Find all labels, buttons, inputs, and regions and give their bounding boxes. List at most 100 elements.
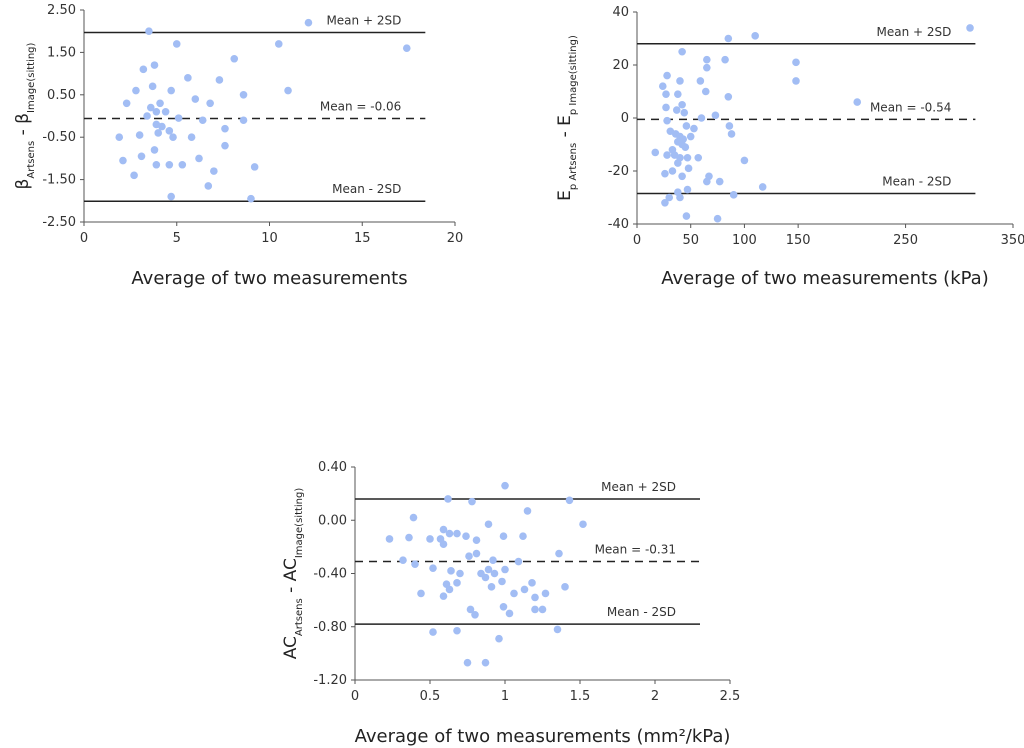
data-point xyxy=(674,90,682,98)
data-point xyxy=(724,93,733,101)
data-point xyxy=(662,103,670,112)
x-tick-label: 150 xyxy=(786,233,811,248)
data-point xyxy=(523,507,532,515)
data-point xyxy=(154,129,162,137)
data-point xyxy=(651,148,660,157)
data-point xyxy=(701,87,710,96)
data-point xyxy=(684,164,693,173)
data-point xyxy=(553,625,562,634)
y-tick-label: -2.50 xyxy=(42,215,76,230)
y-tick-label: -0.80 xyxy=(313,620,347,635)
data-point xyxy=(143,112,151,120)
data-point xyxy=(792,77,800,85)
data-point xyxy=(429,564,437,572)
data-point xyxy=(555,549,563,558)
data-point xyxy=(187,133,196,141)
data-point xyxy=(703,63,711,72)
data-point xyxy=(678,100,686,109)
data-point xyxy=(472,549,481,558)
data-point xyxy=(198,116,207,125)
data-point xyxy=(230,54,239,63)
data-point xyxy=(674,159,682,167)
x-axis-label: Average of two measurements xyxy=(131,268,407,289)
data-point xyxy=(665,193,674,202)
data-point xyxy=(139,65,148,74)
data-point xyxy=(471,610,479,619)
data-point xyxy=(148,82,157,91)
data-point xyxy=(167,192,175,201)
data-point xyxy=(385,535,394,543)
line-annotation: Mean + 2SD xyxy=(326,13,401,27)
data-point xyxy=(514,557,523,566)
data-point xyxy=(445,585,454,594)
data-point xyxy=(658,82,667,90)
x-tick-label: 350 xyxy=(1001,233,1024,248)
data-point xyxy=(453,626,461,635)
data-point xyxy=(711,111,720,120)
data-point xyxy=(239,91,248,99)
data-point xyxy=(724,34,733,43)
x-tick-label: 100 xyxy=(732,233,757,248)
data-point xyxy=(456,569,464,578)
data-point xyxy=(150,146,159,154)
data-point xyxy=(499,532,508,541)
data-point xyxy=(445,529,454,538)
data-point xyxy=(538,605,547,614)
data-point xyxy=(520,585,529,594)
data-point xyxy=(195,154,203,163)
data-point xyxy=(758,183,767,191)
data-point xyxy=(463,658,472,667)
data-point xyxy=(405,533,413,542)
y-tick-label: -1.50 xyxy=(42,173,76,188)
data-point xyxy=(145,27,153,35)
x-tick-label: 2 xyxy=(651,689,659,704)
data-point xyxy=(439,540,448,549)
data-point xyxy=(490,569,499,578)
line-annotation: Mean - 2SD xyxy=(332,182,401,196)
data-point xyxy=(792,58,800,67)
data-point xyxy=(703,55,711,64)
data-point xyxy=(501,565,509,574)
data-point xyxy=(686,132,695,141)
data-point xyxy=(676,77,684,85)
data-point xyxy=(678,47,686,56)
data-point xyxy=(115,133,124,141)
x-tick-label: 20 xyxy=(447,231,464,246)
data-point xyxy=(481,658,490,667)
data-point xyxy=(484,565,493,574)
data-point xyxy=(561,583,569,591)
data-point xyxy=(465,552,473,560)
y-tick-label: 0.00 xyxy=(318,513,347,528)
data-point xyxy=(663,151,671,159)
data-point xyxy=(662,90,670,98)
data-point xyxy=(191,95,200,103)
y-tick-label: 0 xyxy=(621,111,629,126)
y-tick-label: 0.40 xyxy=(318,460,347,475)
data-point xyxy=(682,122,691,130)
x-axis-label: Average of two measurements (mm²/kPa) xyxy=(355,726,731,747)
data-point xyxy=(510,589,518,598)
x-tick-label: 250 xyxy=(893,233,918,248)
x-tick-label: 0 xyxy=(633,233,641,248)
line-annotation: Mean + 2SD xyxy=(601,480,676,494)
data-point xyxy=(668,167,677,175)
data-point xyxy=(453,579,461,587)
data-point xyxy=(156,99,164,108)
data-point xyxy=(426,535,434,543)
x-tick-label: 0 xyxy=(351,689,359,704)
data-point xyxy=(468,497,476,506)
y-axis-label: βArtsens - βImage(sitting) xyxy=(13,42,37,189)
data-point xyxy=(472,536,481,545)
data-point xyxy=(137,152,146,161)
x-tick-label: 15 xyxy=(354,231,371,246)
data-point xyxy=(663,71,671,80)
line-annotation: Mean - 2SD xyxy=(882,175,951,189)
data-point xyxy=(729,191,738,199)
data-point xyxy=(528,579,536,587)
data-point xyxy=(169,133,177,141)
data-point xyxy=(221,141,229,150)
data-point xyxy=(501,481,509,490)
data-point xyxy=(174,114,183,122)
data-point xyxy=(694,153,703,162)
